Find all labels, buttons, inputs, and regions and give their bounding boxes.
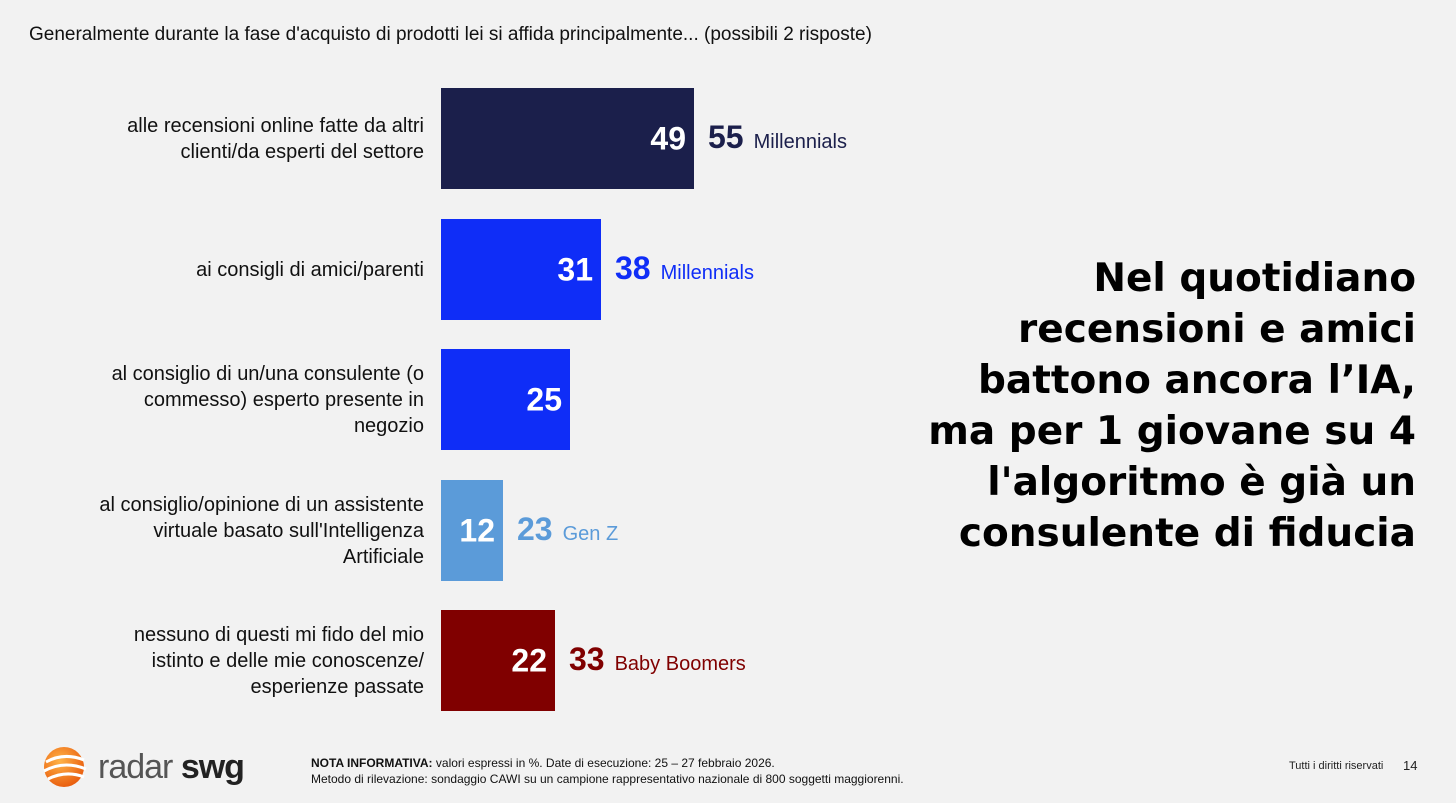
headline-line: consulente di fiducia xyxy=(958,511,1416,556)
category-label: al consiglio di un/una consulente (o comm… xyxy=(64,361,424,439)
bar-value-label: 12 xyxy=(459,512,495,548)
bar-value-label: 49 xyxy=(650,120,686,156)
logo-radar: radar xyxy=(98,747,173,786)
footnote-heading: NOTA INFORMATIVA: xyxy=(311,756,433,770)
subgroup-value: 55 xyxy=(708,118,744,155)
category-label-line: alle recensioni online fatte da altri xyxy=(127,114,424,137)
headline-line: Nel quotidiano xyxy=(1093,256,1416,301)
category-label: al consiglio/opinione di un assistente vi… xyxy=(64,492,424,570)
headline-line: ma per 1 giovane su 4 xyxy=(928,409,1416,454)
bar: 31 xyxy=(441,219,601,320)
category-label-line: Artificiale xyxy=(342,545,424,568)
category-label-line: esperienze passate xyxy=(250,675,424,698)
footnote: NOTA INFORMATIVA: valori espressi in %. … xyxy=(311,755,904,787)
footnote-line-2: Metodo di rilevazione: sondaggio CAWI su… xyxy=(311,772,904,786)
bar: 12 xyxy=(441,480,503,581)
category-label-line: commesso) esperto presente in xyxy=(143,388,424,411)
radar-swg-logo: radar swg xyxy=(40,744,245,790)
subgroup-value: 38 xyxy=(615,249,651,286)
subgroup-annotation: 38 Millennials xyxy=(615,250,754,287)
category-label-line: al consiglio/opinione di un assistente xyxy=(99,493,424,516)
headline: Nel quotidiano recensioni e amici batton… xyxy=(856,253,1416,559)
footnote-text-1: valori espressi in %. Date di esecuzione… xyxy=(435,756,775,770)
category-label: ai consigli di amici/parenti xyxy=(64,257,424,283)
logo-wordmark: radar swg xyxy=(98,747,245,787)
category-label: nessuno di questi mi fido del mio istinto… xyxy=(64,622,424,700)
subgroup-value: 23 xyxy=(517,510,553,547)
category-label-line: virtuale basato sull'Intelligenza xyxy=(153,519,424,542)
bar-value-label: 22 xyxy=(511,642,547,678)
category-label-line: negozio xyxy=(353,414,424,437)
subgroup-annotation: 33 Baby Boomers xyxy=(569,641,746,678)
bar: 25 xyxy=(441,349,570,450)
subgroup-value: 33 xyxy=(569,640,605,677)
subgroup-annotation: 23 Gen Z xyxy=(517,511,618,548)
chart-question: Generalmente durante la fase d'acquisto … xyxy=(29,24,872,45)
footnote-line-1: NOTA INFORMATIVA: valori espressi in %. … xyxy=(311,755,904,771)
category-label-line: istinto e delle mie conoscenze/ xyxy=(151,649,424,672)
category-label: alle recensioni online fatte da altri cli… xyxy=(64,113,424,165)
subgroup-label: Millennials xyxy=(753,130,847,153)
subgroup-label: Baby Boomers xyxy=(614,652,746,675)
subgroup-label: Millennials xyxy=(660,261,754,284)
bar-value-label: 25 xyxy=(526,381,562,417)
bar-value-label: 31 xyxy=(557,251,593,287)
logo-swg: swg xyxy=(180,747,245,786)
page-number: 14 xyxy=(1403,758,1418,773)
subgroup-label: Gen Z xyxy=(562,522,619,545)
radar-globe-icon xyxy=(43,747,87,787)
category-label-line: clienti/da esperti del settore xyxy=(180,140,424,163)
bar: 49 xyxy=(441,88,694,189)
headline-line: recensioni e amici xyxy=(1018,307,1416,352)
headline-line: battono ancora l’IA, xyxy=(978,358,1416,403)
category-label-line: ai consigli di amici/parenti xyxy=(196,258,424,281)
headline-line: l'algoritmo è già un xyxy=(987,460,1416,505)
category-label-line: al consiglio di un/una consulente (o xyxy=(111,362,424,385)
rights-reserved: Tutti i diritti riservati xyxy=(1289,760,1384,772)
subgroup-annotation: 55 Millennials xyxy=(708,119,847,156)
bar: 22 xyxy=(441,610,555,711)
category-label-line: nessuno di questi mi fido del mio xyxy=(133,623,424,646)
